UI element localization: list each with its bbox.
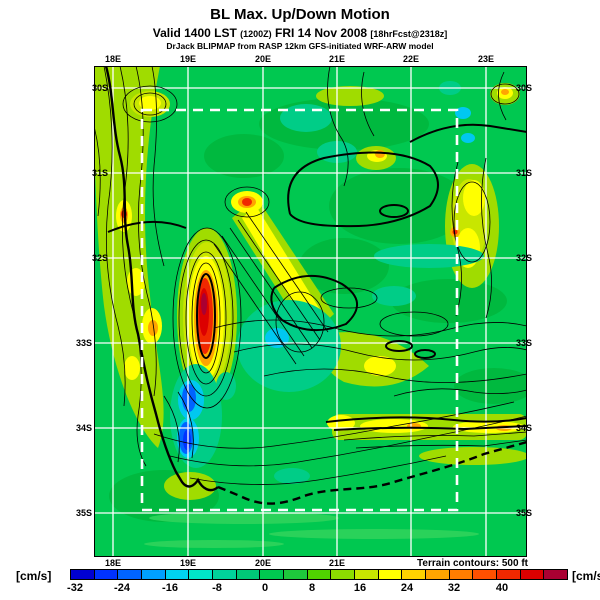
terrain-contours-note: Terrain contours: 500 ft [417, 558, 528, 569]
lat-label-left: 35S [75, 508, 92, 518]
colorbar-tick: -24 [114, 582, 130, 594]
inner-domain-box [140, 108, 459, 512]
plot-frame [94, 66, 527, 557]
lat-label-left: 32S [92, 253, 109, 263]
colorbar-segment [355, 570, 379, 579]
lat-label-right: 35S [516, 508, 533, 518]
colorbar-tick: 24 [400, 582, 414, 594]
colorbar-segment [142, 570, 166, 579]
colorbar-segment [236, 570, 261, 579]
grid-lines [94, 66, 527, 557]
lon-label-bottom: 20E [254, 558, 271, 568]
lat-label-left: 31S [92, 168, 109, 178]
lat-label-right: 31S [516, 168, 533, 178]
colorbar-segment [71, 570, 95, 579]
valid-time-line: Valid 1400 LST (1200Z) FRI 14 Nov 2008 [… [0, 26, 600, 40]
valid-prefix: Valid 1400 LST [152, 26, 237, 40]
lon-label-top: 22E [402, 54, 419, 64]
lat-label-right: 32S [516, 253, 533, 263]
colorbar-segment [118, 570, 143, 579]
lon-label-top: 21E [328, 54, 345, 64]
colorbar-segment [402, 570, 427, 579]
lon-label-top: 18E [104, 54, 121, 64]
lon-label-top: 20E [254, 54, 271, 64]
forecast-tag: [18hrFcst@2318z] [370, 29, 448, 39]
colorbar-segment [307, 570, 332, 579]
colorbar-segment [520, 570, 545, 579]
lon-label-bottom: 21E [328, 558, 345, 568]
lat-label-left: 34S [75, 423, 92, 433]
colorbar-tick: 40 [495, 582, 509, 594]
colorbar-segment [331, 570, 356, 579]
ridge-contours-bold [107, 123, 527, 431]
valid-zulu: (1200Z) [240, 29, 272, 39]
colorbar-tick: 8 [308, 582, 316, 594]
valid-date: FRI 14 Nov 2008 [275, 26, 368, 40]
colorbar-segment [378, 570, 403, 579]
colorbar-tick: -8 [212, 582, 222, 594]
colorbar-segment [497, 570, 521, 579]
colorbar-segment [449, 570, 474, 579]
lon-label-bottom: 18E [104, 558, 121, 568]
lat-label-left: 30S [92, 83, 109, 93]
terrain-contours [94, 66, 527, 485]
colorbar-tick: 32 [447, 582, 461, 594]
colorbar-tick: -32 [67, 582, 83, 594]
model-credit: DrJack BLIPMAP from RASP 12km GFS-initia… [166, 41, 434, 51]
colorbar-segment [426, 570, 450, 579]
colorbar-segment [213, 570, 237, 579]
colorbar-segment [473, 570, 498, 579]
lon-label-top: 19E [179, 54, 196, 64]
units-label-left: [cm/s] [16, 569, 52, 583]
colorbar-segment [284, 570, 308, 579]
colorbar-tick: 16 [353, 582, 367, 594]
lon-label-top: 23E [477, 54, 494, 64]
colorbar [70, 569, 568, 580]
coastline [104, 66, 527, 505]
units-label-right: [cm/s] [572, 569, 600, 583]
colorbar-segment [94, 570, 119, 579]
colorbar-segment [544, 570, 568, 579]
colorbar-segment [189, 570, 214, 579]
blipmap-plot [94, 66, 527, 557]
lat-label-right: 33S [516, 338, 533, 348]
colorbar-tick: -16 [162, 582, 178, 594]
colorbar-tick: 0 [261, 582, 269, 594]
page-title: BL Max. Up/Down Motion [210, 6, 390, 23]
lon-label-bottom: 19E [179, 558, 196, 568]
fill-contours [94, 66, 527, 557]
colorbar-segment [260, 570, 285, 579]
lat-label-right: 30S [516, 83, 533, 93]
lat-label-left: 33S [75, 338, 92, 348]
lat-label-right: 34S [516, 423, 533, 433]
colorbar-segment [165, 570, 190, 579]
